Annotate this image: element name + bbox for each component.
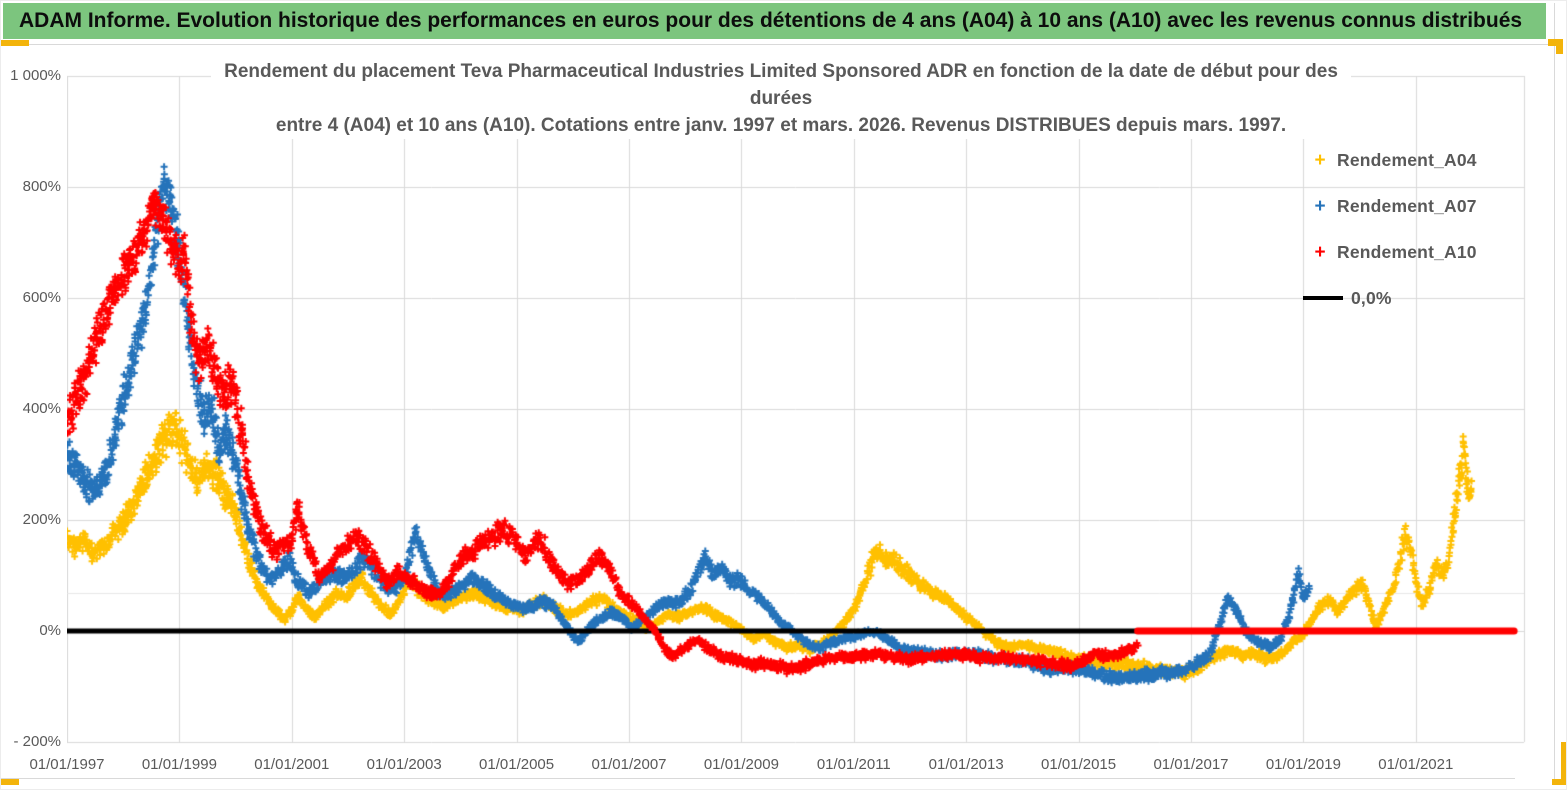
legend-item-zero-line[interactable]: 0,0% xyxy=(1303,275,1477,321)
chart-title: Rendement du placement Teva Pharmaceutic… xyxy=(211,58,1351,139)
yellow-accent-mark xyxy=(1,779,19,785)
header-banner: ADAM Informe. Evolution historique des p… xyxy=(3,3,1546,39)
x-tick-label: 01/01/1999 xyxy=(141,756,217,773)
zero-line-swatch xyxy=(1303,296,1343,300)
x-tick-label: 01/01/2021 xyxy=(1378,756,1454,773)
legend-item-rendement-a10[interactable]: + Rendement_A10 xyxy=(1303,229,1477,275)
y-tick-label: 400% xyxy=(22,400,61,417)
x-tick-label: 01/01/1997 xyxy=(29,756,105,773)
bottom-border-line xyxy=(1,778,1515,779)
x-tick-label: 01/01/2011 xyxy=(816,756,891,773)
legend-label: Rendement_A04 xyxy=(1337,149,1477,170)
yellow-accent-mark xyxy=(1548,39,1563,46)
y-tick-label: 200% xyxy=(22,511,61,528)
plot-canvas xyxy=(67,67,1527,757)
header-title: ADAM Informe. Evolution historique des p… xyxy=(19,9,1523,32)
divider-line xyxy=(1,44,1555,45)
x-tick-label: 01/01/2007 xyxy=(591,756,667,773)
chart-title-line2: entre 4 (A04) et 10 ans (A10). Cotations… xyxy=(275,115,1287,136)
yellow-accent-mark xyxy=(1556,39,1563,54)
x-tick-label: 01/01/2013 xyxy=(928,756,1004,773)
plus-marker-icon: + xyxy=(1314,241,1326,263)
legend-item-rendement-a04[interactable]: + Rendement_A04 xyxy=(1303,137,1477,183)
chart-legend: + Rendement_A04 + Rendement_A07 + Rendem… xyxy=(1303,137,1477,321)
y-tick-label: - 200% xyxy=(13,733,61,750)
x-tick-label: 01/01/2019 xyxy=(1265,756,1341,773)
yellow-accent-mark xyxy=(1561,742,1566,785)
yellow-accent-mark xyxy=(1552,779,1566,785)
y-tick-label: 0% xyxy=(39,622,61,639)
right-border-line xyxy=(1554,3,1555,779)
legend-label: Rendement_A07 xyxy=(1337,195,1477,216)
legend-label: 0,0% xyxy=(1351,287,1392,308)
plus-marker-icon: + xyxy=(1314,149,1326,171)
y-tick-label: 1 000% xyxy=(10,67,61,84)
x-tick-label: 01/01/2005 xyxy=(479,756,555,773)
legend-item-rendement-a07[interactable]: + Rendement_A07 xyxy=(1303,183,1477,229)
plus-marker-icon: + xyxy=(1314,195,1326,217)
chart-title-line1: Rendement du placement Teva Pharmaceutic… xyxy=(224,61,1338,109)
x-tick-label: 01/01/2017 xyxy=(1153,756,1229,773)
legend-label: Rendement_A10 xyxy=(1337,241,1477,262)
y-tick-label: 800% xyxy=(22,178,61,195)
y-tick-label: 600% xyxy=(22,289,61,306)
x-tick-label: 01/01/2003 xyxy=(366,756,442,773)
x-tick-label: 01/01/2009 xyxy=(703,756,779,773)
x-tick-label: 01/01/2015 xyxy=(1041,756,1117,773)
x-tick-label: 01/01/2001 xyxy=(254,756,330,773)
yellow-accent-mark xyxy=(1,40,29,46)
